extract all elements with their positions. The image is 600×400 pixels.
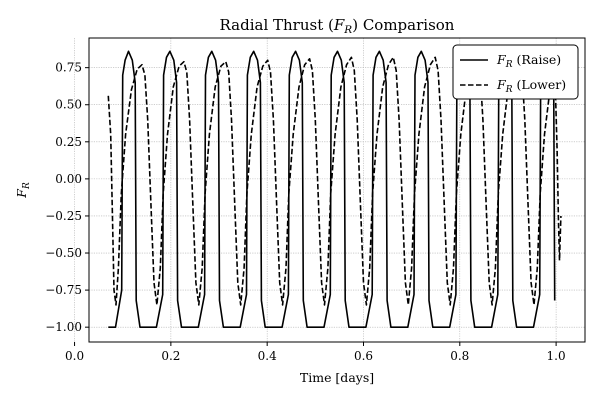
- series-line-lower: [107, 56, 562, 306]
- y-tick-label: −0.25: [45, 209, 82, 223]
- x-tick-label: 0.2: [161, 349, 180, 363]
- y-tick-label: 0.25: [55, 135, 82, 149]
- series-layer: [107, 50, 562, 329]
- x-tick-label: 0.4: [258, 349, 277, 363]
- y-tick-label: 0.50: [55, 98, 82, 112]
- plot-frame: [88, 37, 586, 343]
- y-tick-label: −1.00: [45, 320, 82, 334]
- y-tick-label: −0.50: [45, 246, 82, 260]
- y-tick-label: 0.75: [55, 61, 82, 75]
- x-axis-label: Time [days]: [300, 370, 374, 385]
- legend: FR (Raise) FR (Lower): [452, 44, 579, 100]
- grid: [74, 38, 585, 342]
- y-axis-label: FR: [14, 182, 32, 199]
- x-tick-label: 0.6: [354, 349, 373, 363]
- y-tick-label: 0.00: [55, 172, 82, 186]
- series-line-raise: [108, 50, 556, 329]
- legend-label-lower: FR (Lower): [496, 77, 566, 95]
- y-tick-label: −0.75: [45, 283, 82, 297]
- chart-title: Radial Thrust (FR) Comparison: [220, 16, 455, 36]
- legend-label-raise: FR (Raise): [496, 52, 561, 70]
- x-tick-label: 0.8: [450, 349, 469, 363]
- axis-ticks: 0.0 0.2 0.4 0.6 0.8 1.0 −1.00 −0.75 −0.50 −0.25 0.…: [45, 61, 565, 363]
- x-tick-label: 1.0: [547, 349, 566, 363]
- x-tick-label: 0.0: [65, 349, 84, 363]
